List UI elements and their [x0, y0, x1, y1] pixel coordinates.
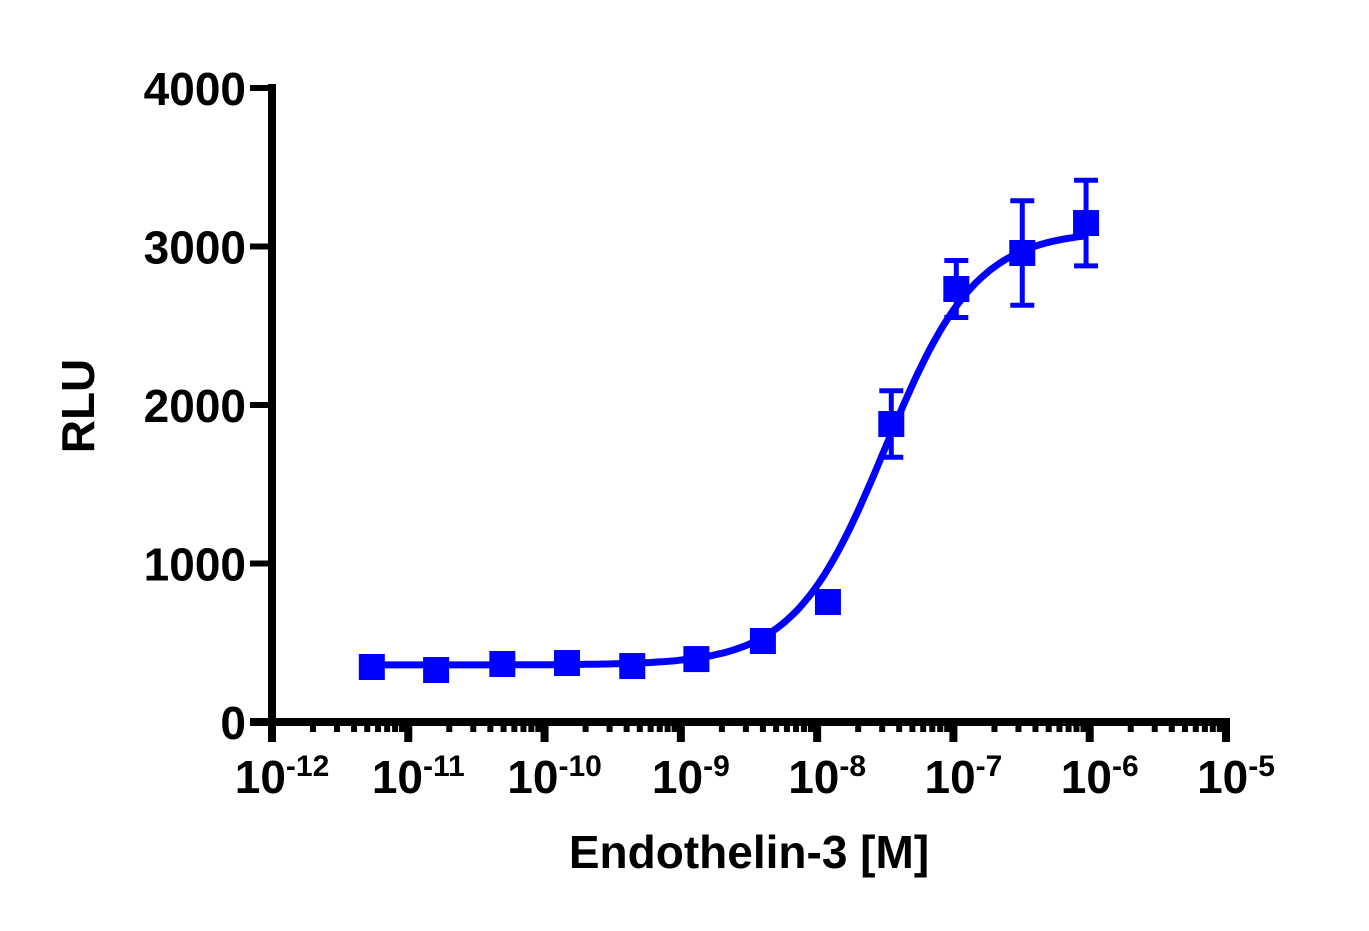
- data-point-square: [814, 589, 841, 616]
- data-point-square: [619, 653, 646, 680]
- fit-curve: [371, 232, 1087, 669]
- error-bars: [879, 177, 1099, 460]
- y-axis-label: RLU: [52, 359, 104, 454]
- data-point-square: [489, 650, 516, 677]
- data-point-square: [358, 654, 385, 681]
- data-point-square: [1009, 239, 1036, 266]
- data-points: [358, 210, 1100, 684]
- fit-curve-path: [371, 232, 1087, 669]
- x-axis-label: Endothelin-3 [M]: [569, 826, 929, 878]
- data-point-square: [943, 275, 970, 302]
- data-point-square: [878, 411, 905, 438]
- data-point-square: [1073, 210, 1100, 237]
- x-tick-label: 10-11: [372, 750, 465, 803]
- y-tick-label: 0: [220, 697, 246, 749]
- y-tick-label: 1000: [144, 539, 246, 591]
- data-point-square: [683, 646, 710, 673]
- y-tick-label: 4000: [144, 63, 246, 115]
- data-point-square: [553, 650, 580, 677]
- data-point-square: [423, 657, 450, 684]
- x-tick-label: 10-5: [1197, 750, 1275, 803]
- y-tick-label: 3000: [144, 222, 246, 274]
- y-tick-label: 2000: [144, 380, 246, 432]
- x-tick-label: 10-12: [235, 750, 330, 803]
- x-tick-label: 10-7: [924, 750, 1002, 803]
- x-tick-label: 10-9: [652, 750, 730, 803]
- x-tick-label: 10-6: [1061, 750, 1139, 803]
- y-axis: 0 1000 2000 3000 4000: [144, 63, 276, 749]
- x-tick-label: 10-8: [788, 750, 866, 803]
- x-tick-label: 10-10: [507, 750, 602, 803]
- data-point-square: [749, 628, 776, 655]
- x-axis: 10-12 10-11 10-10 10-9 10-8 10-7 10-6 10-5: [235, 718, 1275, 803]
